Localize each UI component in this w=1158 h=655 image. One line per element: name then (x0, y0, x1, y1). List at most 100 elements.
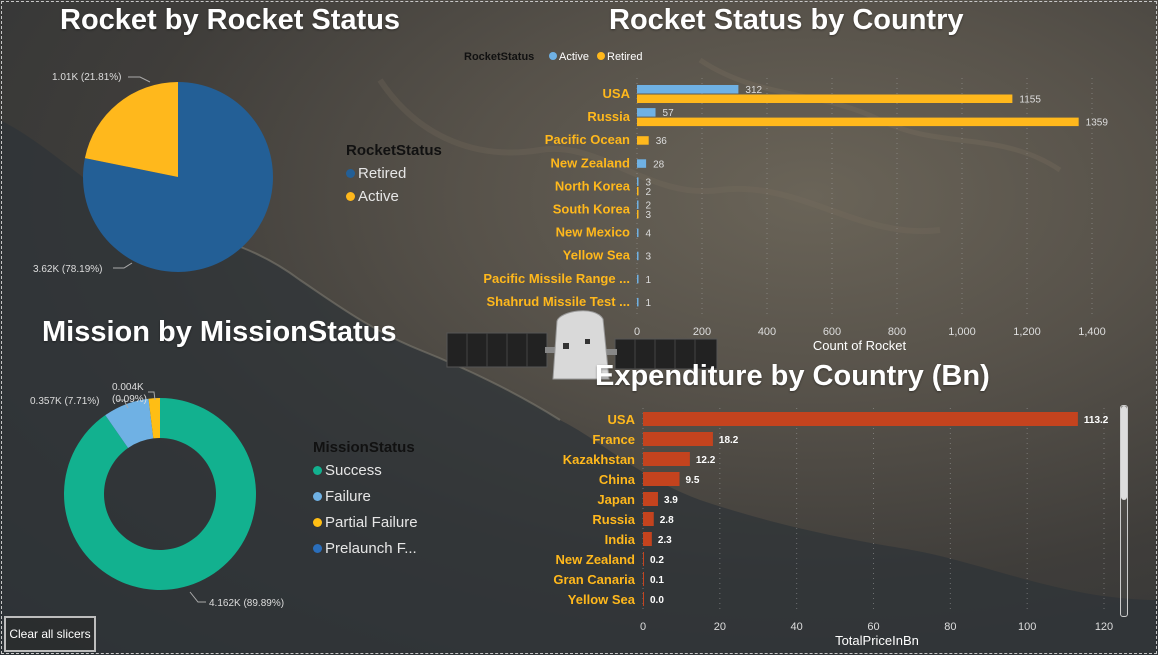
legend-item-active[interactable]: Active (346, 188, 442, 205)
x-tick-label: 20 (714, 621, 726, 633)
legend-item-retired: Retired (607, 51, 642, 63)
legend-item-retired[interactable]: Retired (346, 165, 442, 182)
bar-active[interactable] (637, 85, 739, 94)
legend-item-prelaunch[interactable]: Prelaunch F... (313, 540, 418, 557)
data-label: 0.004K (112, 382, 144, 393)
x-tick-label: 1,000 (948, 326, 976, 338)
bar-expenditure[interactable] (643, 432, 713, 446)
rocket-pie-legend: RocketStatus Retired Active (346, 142, 442, 205)
y-tick-label: Pacific Ocean (545, 132, 630, 147)
y-tick-label: USA (608, 412, 636, 427)
y-tick-label: Gran Canaria (553, 572, 635, 587)
y-tick-label: Shahrud Missile Test ... (486, 294, 630, 309)
rocket-status-bar-chart: RocketStatus Active Retired 0 200 400 600 800 1,… (464, 51, 1109, 353)
data-label: 312 (745, 85, 762, 96)
legend-dot-icon (346, 169, 355, 178)
y-tick-label: South Korea (553, 202, 631, 217)
leader-line (128, 76, 151, 83)
bar-active[interactable] (637, 251, 639, 261)
data-label: 12.2 (696, 455, 716, 466)
bar-expenditure[interactable] (643, 472, 680, 486)
legend-dot-icon (313, 544, 322, 553)
data-label: 2.3 (658, 535, 672, 546)
legend-title: RocketStatus (346, 142, 442, 159)
leader-line (117, 399, 129, 409)
data-label: (0.09%) (112, 394, 147, 405)
rocket-status-title: Rocket Status by Country (609, 4, 964, 36)
data-label: 1359 (1086, 118, 1109, 129)
bar-active[interactable] (637, 274, 639, 284)
x-tick-label: 200 (693, 326, 711, 338)
legend-item-success[interactable]: Success (313, 462, 418, 479)
donut-slice-partial-failure[interactable] (148, 398, 160, 439)
y-tick-label: Russia (592, 512, 635, 527)
pie-slice-active[interactable] (84, 82, 178, 177)
bar-expenditure[interactable] (643, 512, 654, 526)
y-tick-label: China (599, 472, 636, 487)
bar-expenditure[interactable] (643, 412, 1078, 426)
clear-slicers-button[interactable]: Clear all slicers (4, 616, 96, 652)
legend-dot-icon (313, 492, 322, 501)
data-label: 57 (663, 108, 675, 119)
leader-line (113, 262, 133, 269)
data-label: 113.2 (1084, 415, 1109, 426)
donut-slice-failure[interactable] (105, 398, 154, 448)
x-axis-label: Count of Rocket (813, 338, 907, 353)
data-label: 0.357K (7.71%) (30, 396, 100, 407)
y-tick-label: Kazakhstan (563, 452, 635, 467)
legend-dot-icon (346, 192, 355, 201)
data-label: 0.0 (650, 595, 664, 606)
bar-expenditure[interactable] (643, 492, 658, 506)
scrollbar-thumb[interactable] (1121, 406, 1127, 500)
x-tick-label: 0 (640, 621, 646, 633)
data-label: 1155 (1019, 95, 1041, 106)
bar-active[interactable] (637, 228, 639, 238)
x-tick-label: 800 (888, 326, 906, 338)
legend-item-failure[interactable]: Failure (313, 488, 418, 505)
data-label: 4 (646, 229, 652, 240)
y-tick-label: North Korea (555, 178, 631, 193)
bar-retired[interactable] (637, 210, 639, 219)
leader-line (148, 391, 156, 401)
bar-active[interactable] (637, 200, 639, 210)
data-label: 3.62K (78.19%) (33, 264, 103, 275)
data-label: 1 (646, 275, 652, 286)
bar-expenditure[interactable] (643, 552, 644, 566)
expenditure-scrollbar[interactable] (1120, 405, 1128, 617)
bar-retired[interactable] (637, 186, 639, 196)
bar-active[interactable] (637, 297, 639, 307)
data-label: 4.162K (89.89%) (209, 598, 284, 609)
data-label: 9.5 (685, 475, 699, 486)
bar-expenditure[interactable] (643, 452, 690, 466)
bar-expenditure[interactable] (643, 572, 644, 586)
legend-title: MissionStatus (313, 439, 415, 456)
bar-active[interactable] (637, 159, 647, 168)
bar-retired[interactable] (637, 117, 1079, 127)
bar-expenditure[interactable] (643, 532, 652, 546)
bar-retired[interactable] (637, 94, 1013, 104)
bar-retired[interactable] (637, 136, 649, 145)
y-tick-label: Yellow Sea (568, 592, 636, 607)
legend-item-partial-failure[interactable]: Partial Failure (313, 514, 418, 531)
rocket-pie-title: Rocket by Rocket Status (60, 4, 401, 36)
x-tick-label: 1,400 (1078, 326, 1106, 338)
donut-slice-success[interactable] (63, 398, 256, 590)
expenditure-title: Expenditure by Country (Bn) (595, 360, 990, 392)
data-label: 0.1 (650, 575, 664, 586)
y-tick-label: India (605, 532, 636, 547)
legend-item-active: Active (559, 51, 589, 63)
data-label: 2 (646, 187, 652, 198)
legend-dot-icon (549, 52, 557, 60)
x-tick-label: 80 (944, 621, 956, 633)
bar-active[interactable] (637, 108, 656, 117)
x-tick-label: 120 (1095, 621, 1113, 633)
y-tick-label: Japan (597, 492, 635, 507)
bar-active[interactable] (637, 177, 639, 186)
data-label: 28 (653, 159, 665, 170)
mission-donut-title: Mission by MissionStatus (42, 316, 397, 348)
legend-title: RocketStatus (464, 51, 534, 63)
bar-expenditure[interactable] (643, 592, 644, 606)
x-tick-label: 0 (634, 326, 640, 338)
data-label: 18.2 (719, 435, 739, 446)
